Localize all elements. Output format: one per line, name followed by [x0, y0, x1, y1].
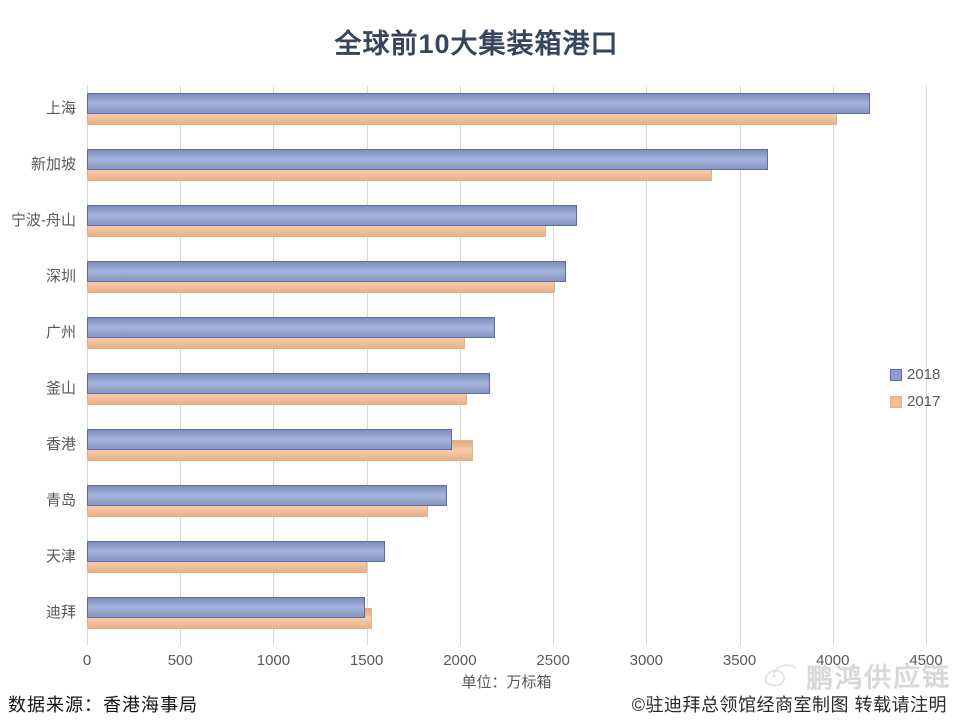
legend-swatch-2017 [890, 395, 902, 408]
category-row-2: 新加坡 [31, 141, 926, 197]
x-tick-label-4000: 4000 [816, 652, 850, 669]
x-tick-label-1000: 1000 [256, 652, 291, 669]
watermark-bird-logo [764, 663, 797, 686]
category-label: 深圳 [45, 268, 76, 285]
legend-label-2017: 2017 [907, 393, 941, 410]
bar-2018 [87, 205, 578, 226]
bar-2018 [87, 149, 768, 170]
category-row-10: 迪拜 [46, 589, 926, 645]
y-axis-line [87, 85, 88, 645]
category-row-1: 上海 [46, 85, 926, 141]
x-tick-label-0: 0 [82, 652, 92, 669]
category-label: 新加坡 [30, 156, 76, 173]
gridline-2000 [459, 85, 461, 645]
data-source-label: 数据来源：香港海事局 [8, 695, 198, 715]
category-label: 广州 [45, 324, 76, 341]
footer: 数据来源：香港海事局 ©驻迪拜总领馆经商室制图 转载请注明 [0, 691, 953, 717]
category-label: 香港 [45, 436, 76, 453]
watermark-text: 鹏鸿供应链 [805, 661, 952, 694]
category-row-8: 青岛 [46, 477, 926, 533]
x-axis-unit-label: 单位：万标箱 [461, 674, 552, 691]
legend-label-2018: 2018 [907, 366, 941, 383]
legend-swatch-2018 [890, 368, 902, 381]
category-row-3: 宁波-舟山 [11, 197, 926, 253]
bar-2018 [87, 597, 365, 618]
category-row-6: 釜山 [46, 365, 926, 421]
bar-2018 [87, 261, 567, 282]
x-tick-label-500: 500 [167, 652, 193, 669]
category-row-7: 香港 [46, 421, 926, 477]
gridline-3000 [646, 85, 648, 645]
x-tick-label-2000: 2000 [443, 652, 477, 669]
x-tick-label-2500: 2500 [536, 652, 570, 669]
category-label: 釜山 [45, 380, 76, 397]
credit-label: ©驻迪拜总领馆经商室制图 转载请注明 [631, 695, 947, 715]
legend: 2018 2017 [890, 366, 940, 420]
gridline-500 [180, 85, 182, 645]
gridline-3500 [739, 85, 741, 645]
chart-title: 全球前10大集装箱港口 [334, 29, 619, 59]
bar-2018 [87, 485, 447, 506]
category-row-9: 天津 [46, 533, 926, 589]
category-label: 宁波-舟山 [11, 212, 76, 229]
gridline-1000 [273, 85, 275, 645]
gridline-2500 [553, 85, 555, 645]
category-label: 上海 [45, 100, 76, 117]
bar-2018 [87, 93, 871, 114]
x-tick-label-3000: 3000 [629, 652, 664, 669]
bar-2018 [87, 373, 490, 394]
gridline-1500 [366, 85, 368, 645]
watermark: 鹏鸿供应链 [762, 654, 952, 696]
x-tick-label-3500: 3500 [722, 652, 757, 669]
category-row-5: 广州 [46, 309, 926, 365]
bar-2018 [87, 429, 453, 450]
category-label: 迪拜 [45, 604, 76, 621]
legend-item-2018: 2018 [890, 366, 940, 383]
x-tick-label-1500: 1500 [349, 652, 384, 669]
x-tick-label-4500: 4500 [909, 652, 943, 669]
category-row-4: 深圳 [46, 253, 926, 309]
gridline-4000 [832, 85, 834, 645]
gridline-4500 [926, 85, 927, 645]
category-label: 天津 [45, 548, 76, 565]
bar-2018 [87, 541, 386, 562]
bar-2018 [87, 317, 496, 338]
category-label: 青岛 [45, 492, 76, 509]
plot-area: 0 500 1000 1500 2000 2500 3000 3500 4000 4500 上海新加… [11, 85, 943, 669]
legend-item-2017: 2017 [890, 393, 940, 410]
